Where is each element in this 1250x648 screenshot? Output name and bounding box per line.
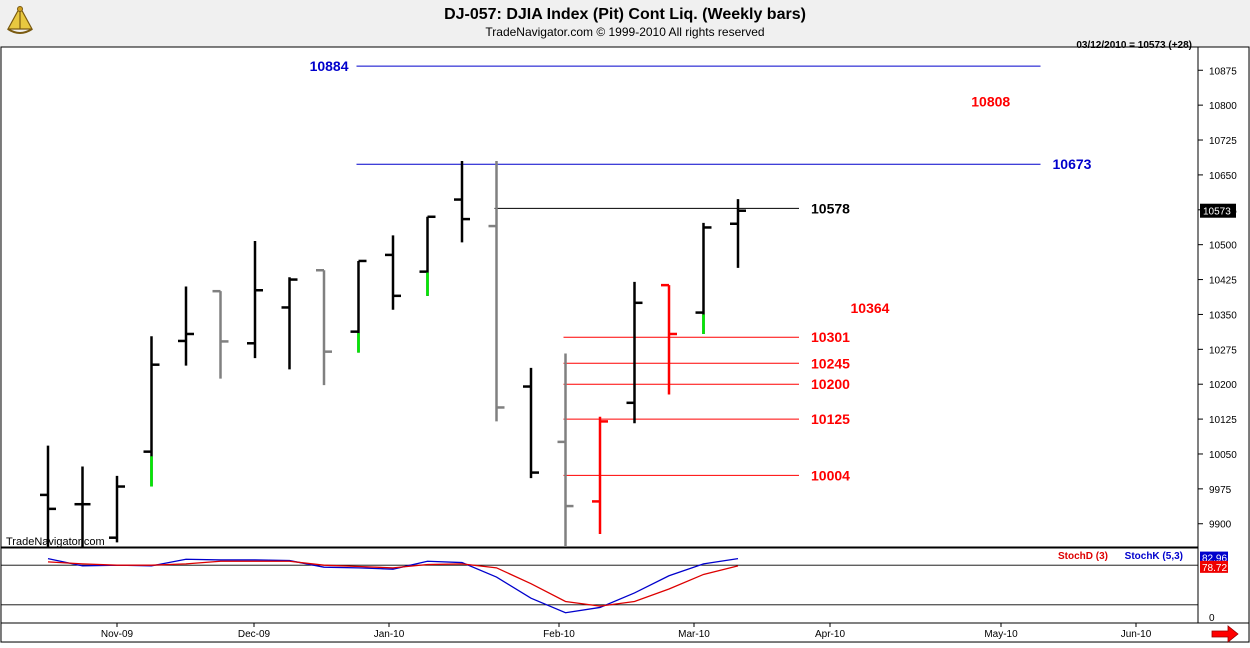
ohlc-bar bbox=[730, 199, 746, 268]
ohlc-bar bbox=[385, 235, 401, 310]
time-axis-label: Jun-10 bbox=[1121, 629, 1152, 640]
time-axis-labels: Nov-09 Dec-09 Jan-10 Feb-10 Mar-10 Apr-10 May-… bbox=[101, 623, 1152, 640]
ohlc-bar bbox=[74, 466, 91, 547]
last-price-box bbox=[1200, 203, 1236, 218]
ohlc-bar bbox=[592, 416, 608, 534]
stochk-value-label: 82.96 bbox=[1202, 554, 1227, 565]
ohlc-bar bbox=[488, 160, 505, 422]
price-levels: 10884 10673 10578 10301 10245 10200 10125 10004… bbox=[310, 58, 1092, 483]
price-axis-ticks: 9900 9975 10050 10125 10200 10275 10350 10425 10… bbox=[1198, 66, 1237, 531]
ohlc-bar bbox=[454, 160, 470, 243]
price-tick-label: 10125 bbox=[1209, 415, 1237, 426]
last-price-info: 03/12/2010 = 10573 (+28) bbox=[1076, 40, 1192, 51]
stochd-value-box bbox=[1200, 560, 1228, 573]
price-axis-panel bbox=[1197, 46, 1250, 624]
stoch-line-k bbox=[47, 557, 739, 614]
price-tick-label: 9900 bbox=[1209, 520, 1232, 531]
time-axis-label: Jan-10 bbox=[374, 629, 405, 640]
time-axis-label: Feb-10 bbox=[543, 629, 575, 640]
price-tick-label: 10425 bbox=[1209, 276, 1237, 287]
stochd-value-label: 78.72 bbox=[1202, 563, 1227, 574]
time-axis-label: Mar-10 bbox=[678, 629, 710, 640]
ohlc-bar bbox=[281, 277, 298, 370]
watermark-text: TradeNavigator.com bbox=[6, 536, 105, 548]
level-label-10125: 10125 bbox=[811, 411, 850, 427]
sextant-icon bbox=[6, 5, 34, 34]
ohlc-bar bbox=[316, 269, 332, 386]
level-label-10673: 10673 bbox=[1053, 156, 1092, 172]
level-label-10200: 10200 bbox=[811, 376, 850, 392]
time-axis-label: Dec-09 bbox=[238, 629, 271, 640]
ohlc-bar bbox=[419, 215, 436, 296]
price-tick-label: 10800 bbox=[1209, 101, 1237, 112]
ohlc-bar bbox=[523, 367, 539, 479]
ohlc-bar bbox=[40, 445, 56, 547]
stoch-line-d bbox=[47, 560, 739, 607]
ohlc-bar bbox=[661, 283, 677, 395]
ohlc-bar bbox=[695, 222, 712, 334]
level-label-10808: 10808 bbox=[971, 93, 1010, 109]
price-tick-label: 10875 bbox=[1209, 66, 1237, 77]
ohlc-bar bbox=[109, 475, 125, 543]
level-label-10245: 10245 bbox=[811, 355, 850, 371]
ohlc-bar bbox=[626, 281, 643, 424]
ohlc-bar bbox=[178, 286, 194, 366]
ohlc-bar bbox=[143, 336, 160, 487]
level-label-10364: 10364 bbox=[851, 300, 890, 316]
legend-stochk: StochK (5,3) bbox=[1125, 551, 1183, 562]
price-tick-label: 10350 bbox=[1209, 310, 1237, 321]
last-price-label: 10573 bbox=[1203, 207, 1231, 218]
time-axis-label: Apr-10 bbox=[815, 629, 845, 640]
ohlc-bar bbox=[557, 353, 574, 547]
level-label-10301: 10301 bbox=[811, 329, 850, 345]
ohlc-bar bbox=[247, 240, 263, 359]
price-tick-label: 10725 bbox=[1209, 136, 1237, 147]
price-tick-label: 10650 bbox=[1209, 171, 1237, 182]
level-label-10578: 10578 bbox=[811, 200, 850, 216]
legend-stochd: StochD (3) bbox=[1058, 551, 1108, 562]
chart-title: DJ-057: DJIA Index (Pit) Cont Liq. (Week… bbox=[444, 6, 806, 23]
time-axis-label: May-10 bbox=[984, 629, 1018, 640]
ohlc-bar bbox=[212, 289, 229, 379]
level-label-10004: 10004 bbox=[811, 467, 850, 483]
price-tick-label: 10500 bbox=[1209, 241, 1237, 252]
price-tick-label: 10050 bbox=[1209, 450, 1237, 461]
indicator-panel bbox=[0, 547, 1199, 624]
ohlc-bars bbox=[40, 160, 746, 547]
price-tick-label: 10275 bbox=[1209, 345, 1237, 356]
time-axis-panel bbox=[0, 622, 1250, 643]
time-axis-label: Nov-09 bbox=[101, 629, 134, 640]
level-label-10884: 10884 bbox=[310, 58, 349, 74]
scroll-right-arrow-icon[interactable] bbox=[1211, 625, 1239, 643]
stoch-tick-label: 0 bbox=[1209, 613, 1215, 624]
price-tick-label: 9975 bbox=[1209, 485, 1232, 496]
copyright-text: TradeNavigator.com © 1999-2010 All right… bbox=[485, 25, 764, 39]
price-tick-label: 10200 bbox=[1209, 380, 1237, 391]
ohlc-bar bbox=[350, 259, 367, 353]
stochk-value-box bbox=[1200, 551, 1228, 564]
